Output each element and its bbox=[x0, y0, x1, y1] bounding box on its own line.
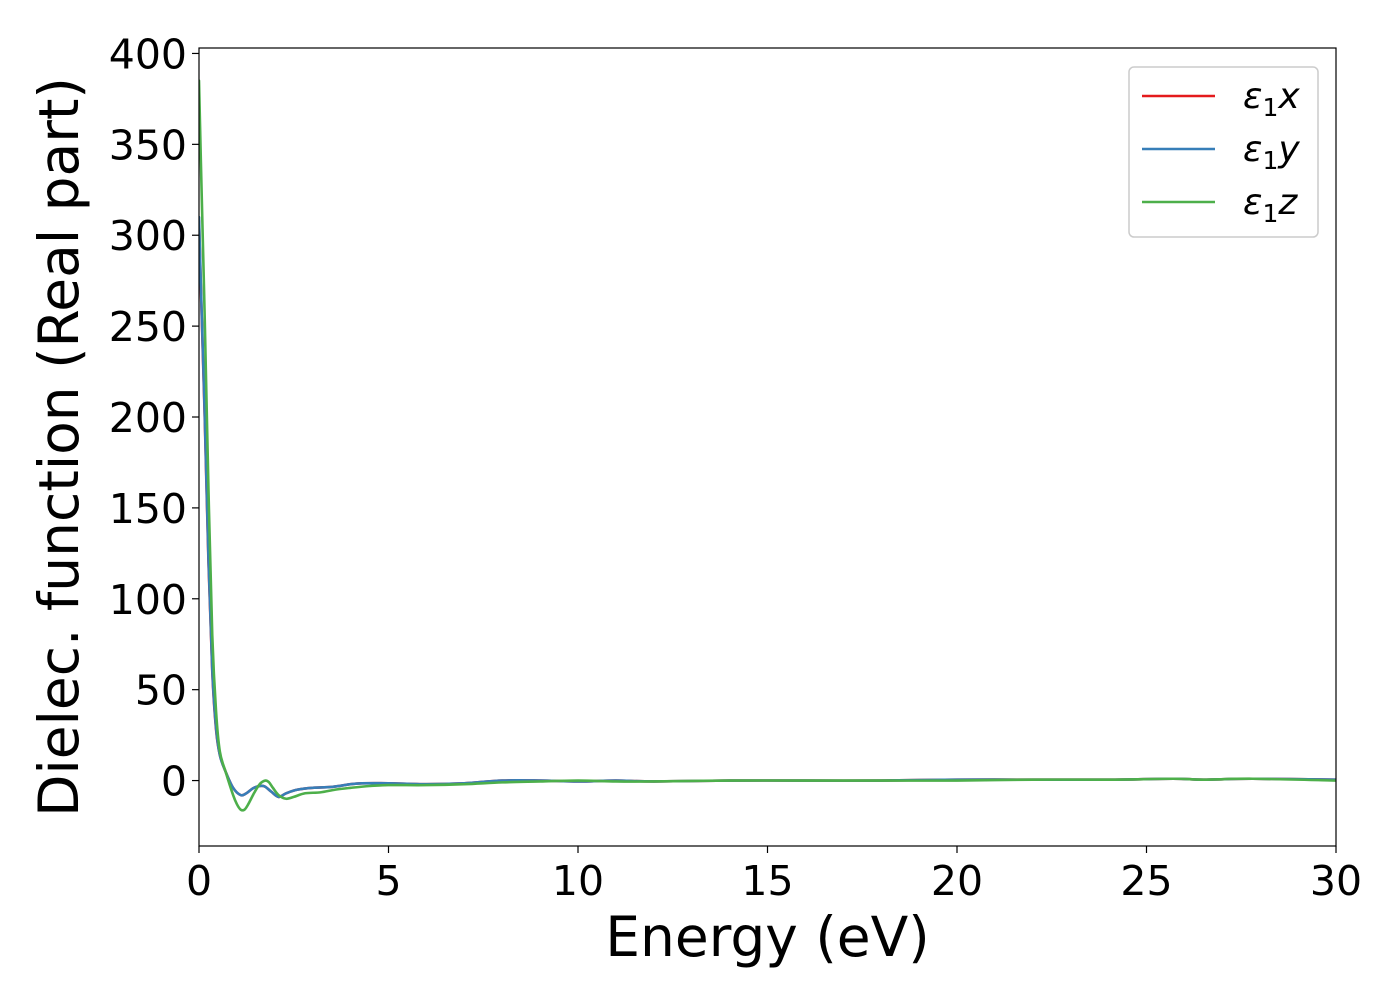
x-axis: 0 5 10 15 20 25 30 bbox=[186, 846, 1362, 905]
legend-label-y: ε1y bbox=[1243, 129, 1300, 175]
y-tick-label: 150 bbox=[109, 485, 187, 533]
legend: ε1x ε1y ε1z bbox=[1128, 66, 1319, 238]
legend-frame bbox=[1128, 66, 1319, 238]
x-tick-label: 10 bbox=[552, 857, 604, 905]
series-line-z bbox=[199, 79, 1336, 812]
y-tick-label: 400 bbox=[109, 30, 187, 78]
x-tick-label: 15 bbox=[741, 857, 793, 905]
x-tick-label: 20 bbox=[931, 857, 983, 905]
x-tick-label: 0 bbox=[186, 857, 212, 905]
y-tick-label: 350 bbox=[109, 121, 187, 169]
series-layer bbox=[199, 79, 1336, 812]
x-tick-label: 25 bbox=[1120, 857, 1172, 905]
y-tick-label: 200 bbox=[109, 394, 187, 442]
y-tick-label: 300 bbox=[109, 212, 187, 260]
y-tick-label: 0 bbox=[161, 758, 187, 806]
legend-label-z: ε1z bbox=[1243, 182, 1298, 228]
x-tick-label: 5 bbox=[375, 857, 401, 905]
x-tick-label: 30 bbox=[1310, 857, 1362, 905]
y-tick-label: 50 bbox=[135, 667, 187, 715]
x-axis-title: Energy (eV) bbox=[605, 905, 929, 969]
y-tick-label: 250 bbox=[109, 303, 187, 351]
legend-label-x: ε1x bbox=[1243, 76, 1300, 122]
y-axis-title: Dielec. function (Real part) bbox=[27, 77, 91, 817]
y-tick-label: 100 bbox=[109, 576, 187, 624]
y-axis: 0 50 100 150 200 250 300 350 400 bbox=[109, 30, 199, 806]
